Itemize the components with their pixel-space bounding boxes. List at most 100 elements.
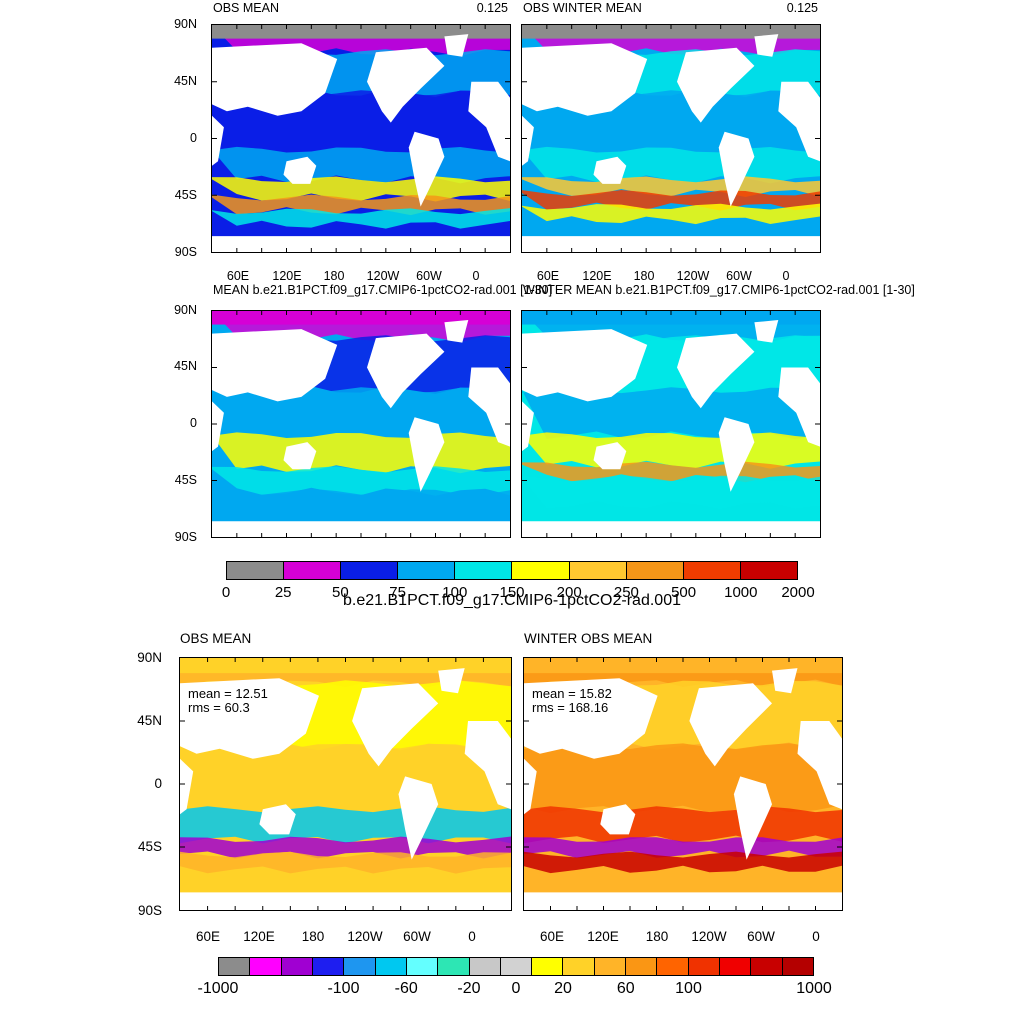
- lat-label: 0: [154, 776, 162, 791]
- panel6-title: WINTER OBS MEAN: [524, 631, 653, 646]
- panel3-title: MEAN b.e21.B1PCT.f09_g17.CMIP6-1pctCO2-r…: [213, 283, 553, 297]
- field-band: [212, 176, 510, 202]
- map-panel-obs-mean: [211, 24, 511, 253]
- land-mask: [524, 892, 842, 910]
- colorbar-swatch: [500, 958, 533, 975]
- colorbar-tick-label: 1000: [796, 980, 832, 997]
- colorbar-swatch: [740, 562, 797, 579]
- stats-rms: rms = 60.3: [188, 700, 250, 715]
- land-mask: [468, 367, 510, 447]
- land-mask: [522, 329, 648, 402]
- colorbar-swatch: [227, 562, 285, 579]
- land-mask: [718, 131, 755, 207]
- land-mask: [367, 333, 445, 409]
- land-mask: [444, 320, 469, 343]
- field-band: [180, 851, 511, 874]
- field-band: [524, 851, 842, 874]
- colorbar-bottom: [218, 957, 814, 976]
- lon-label: 60W: [403, 929, 431, 944]
- land-mask: [283, 156, 317, 184]
- map-field: [522, 311, 820, 537]
- map-field: [212, 311, 510, 537]
- land-mask: [677, 333, 755, 409]
- land-mask: [180, 892, 511, 910]
- land-mask: [352, 683, 439, 767]
- lon-label: 120E: [587, 929, 619, 944]
- stats-mean: mean = 15.82: [532, 686, 612, 701]
- land-mask: [180, 678, 319, 759]
- lat-label: 45S: [174, 188, 197, 202]
- lat-label: 90S: [137, 903, 162, 918]
- map-panel-obs-mean-diff: [179, 657, 512, 911]
- colorbar-tick-label: 150: [499, 584, 525, 601]
- colorbar-tick-label: 250: [613, 584, 639, 601]
- lon-label: 120E: [243, 929, 275, 944]
- colorbar-swatch: [469, 958, 501, 975]
- land-mask: [754, 34, 779, 57]
- colorbar-swatch: [720, 958, 752, 975]
- colorbar-top-caption: b.e21.B1PCT.f09_g17.CMIP6-1pctCO2-rad.00…: [343, 592, 681, 609]
- field-band: [522, 190, 820, 211]
- field-band: [212, 488, 510, 514]
- land-mask: [468, 81, 510, 162]
- lat-label: 0: [190, 131, 197, 145]
- colorbar-swatch: [284, 562, 342, 579]
- land-mask: [444, 34, 469, 57]
- land-mask: [778, 81, 820, 162]
- lat-label: 90S: [174, 245, 197, 259]
- field-band: [180, 836, 511, 859]
- land-mask: [398, 776, 439, 860]
- colorbar-swatch: [219, 958, 251, 975]
- lon-label: 60E: [539, 929, 565, 944]
- lon-label: 60W: [726, 269, 752, 283]
- lon-label: 0: [472, 269, 480, 283]
- land-mask: [754, 320, 779, 343]
- colorbar-swatch: [532, 958, 564, 975]
- colorbar-tick-label: 500: [671, 584, 697, 601]
- colorbar-tick-label: -1000: [197, 980, 239, 997]
- land-mask: [408, 417, 445, 492]
- land-mask: [464, 721, 511, 810]
- lon-label: 120E: [272, 269, 302, 283]
- lon-label: 60W: [416, 269, 442, 283]
- colorbar-tick-label: -100: [327, 980, 360, 997]
- colorbar-swatch: [569, 562, 627, 579]
- colorbar-tick-label: 2000: [781, 584, 815, 601]
- stats-rms: rms = 168.16: [532, 700, 609, 715]
- field-band: [180, 743, 511, 814]
- panel1-title: OBS MEAN: [213, 1, 279, 15]
- colorbar-swatch: [438, 958, 470, 975]
- colorbar-swatch: [688, 958, 720, 975]
- lon-label: 0: [782, 269, 790, 283]
- land-mask: [283, 442, 317, 470]
- map-field: [212, 25, 510, 252]
- field-band: [522, 475, 820, 510]
- lon-label: 180: [323, 269, 345, 283]
- map-panel-obs-winter-mean: [521, 24, 821, 253]
- lat-label: 90N: [137, 650, 162, 665]
- map-field: [180, 658, 511, 910]
- lat-label: 0: [190, 416, 197, 430]
- colorbar-swatch: [626, 562, 684, 579]
- colorbar-tick-label: 50: [332, 584, 349, 601]
- lat-label: 45S: [174, 473, 197, 487]
- lat-label: 45N: [174, 359, 197, 373]
- land-mask: [212, 401, 224, 452]
- colorbar-swatch: [281, 958, 313, 975]
- colorbar-tick-label: 60: [616, 980, 635, 997]
- lon-label: 120W: [347, 929, 383, 944]
- land-mask: [522, 43, 648, 116]
- colorbar-tick-label: 0: [511, 980, 521, 997]
- panel5-title: OBS MEAN: [180, 631, 252, 646]
- land-mask: [259, 804, 296, 835]
- colorbar-tick-label: 0: [221, 584, 231, 601]
- lat-label: 45N: [174, 74, 197, 88]
- colorbar-tick-label: -20: [457, 980, 481, 997]
- panel2-title: OBS WINTER MEAN: [523, 1, 642, 15]
- field-band: [524, 743, 842, 814]
- colorbar-tick-label: 25: [274, 584, 292, 601]
- map-field: [524, 658, 842, 910]
- colorbar-swatch: [683, 562, 741, 579]
- land-mask: [593, 442, 627, 470]
- colorbar-swatch: [594, 958, 627, 975]
